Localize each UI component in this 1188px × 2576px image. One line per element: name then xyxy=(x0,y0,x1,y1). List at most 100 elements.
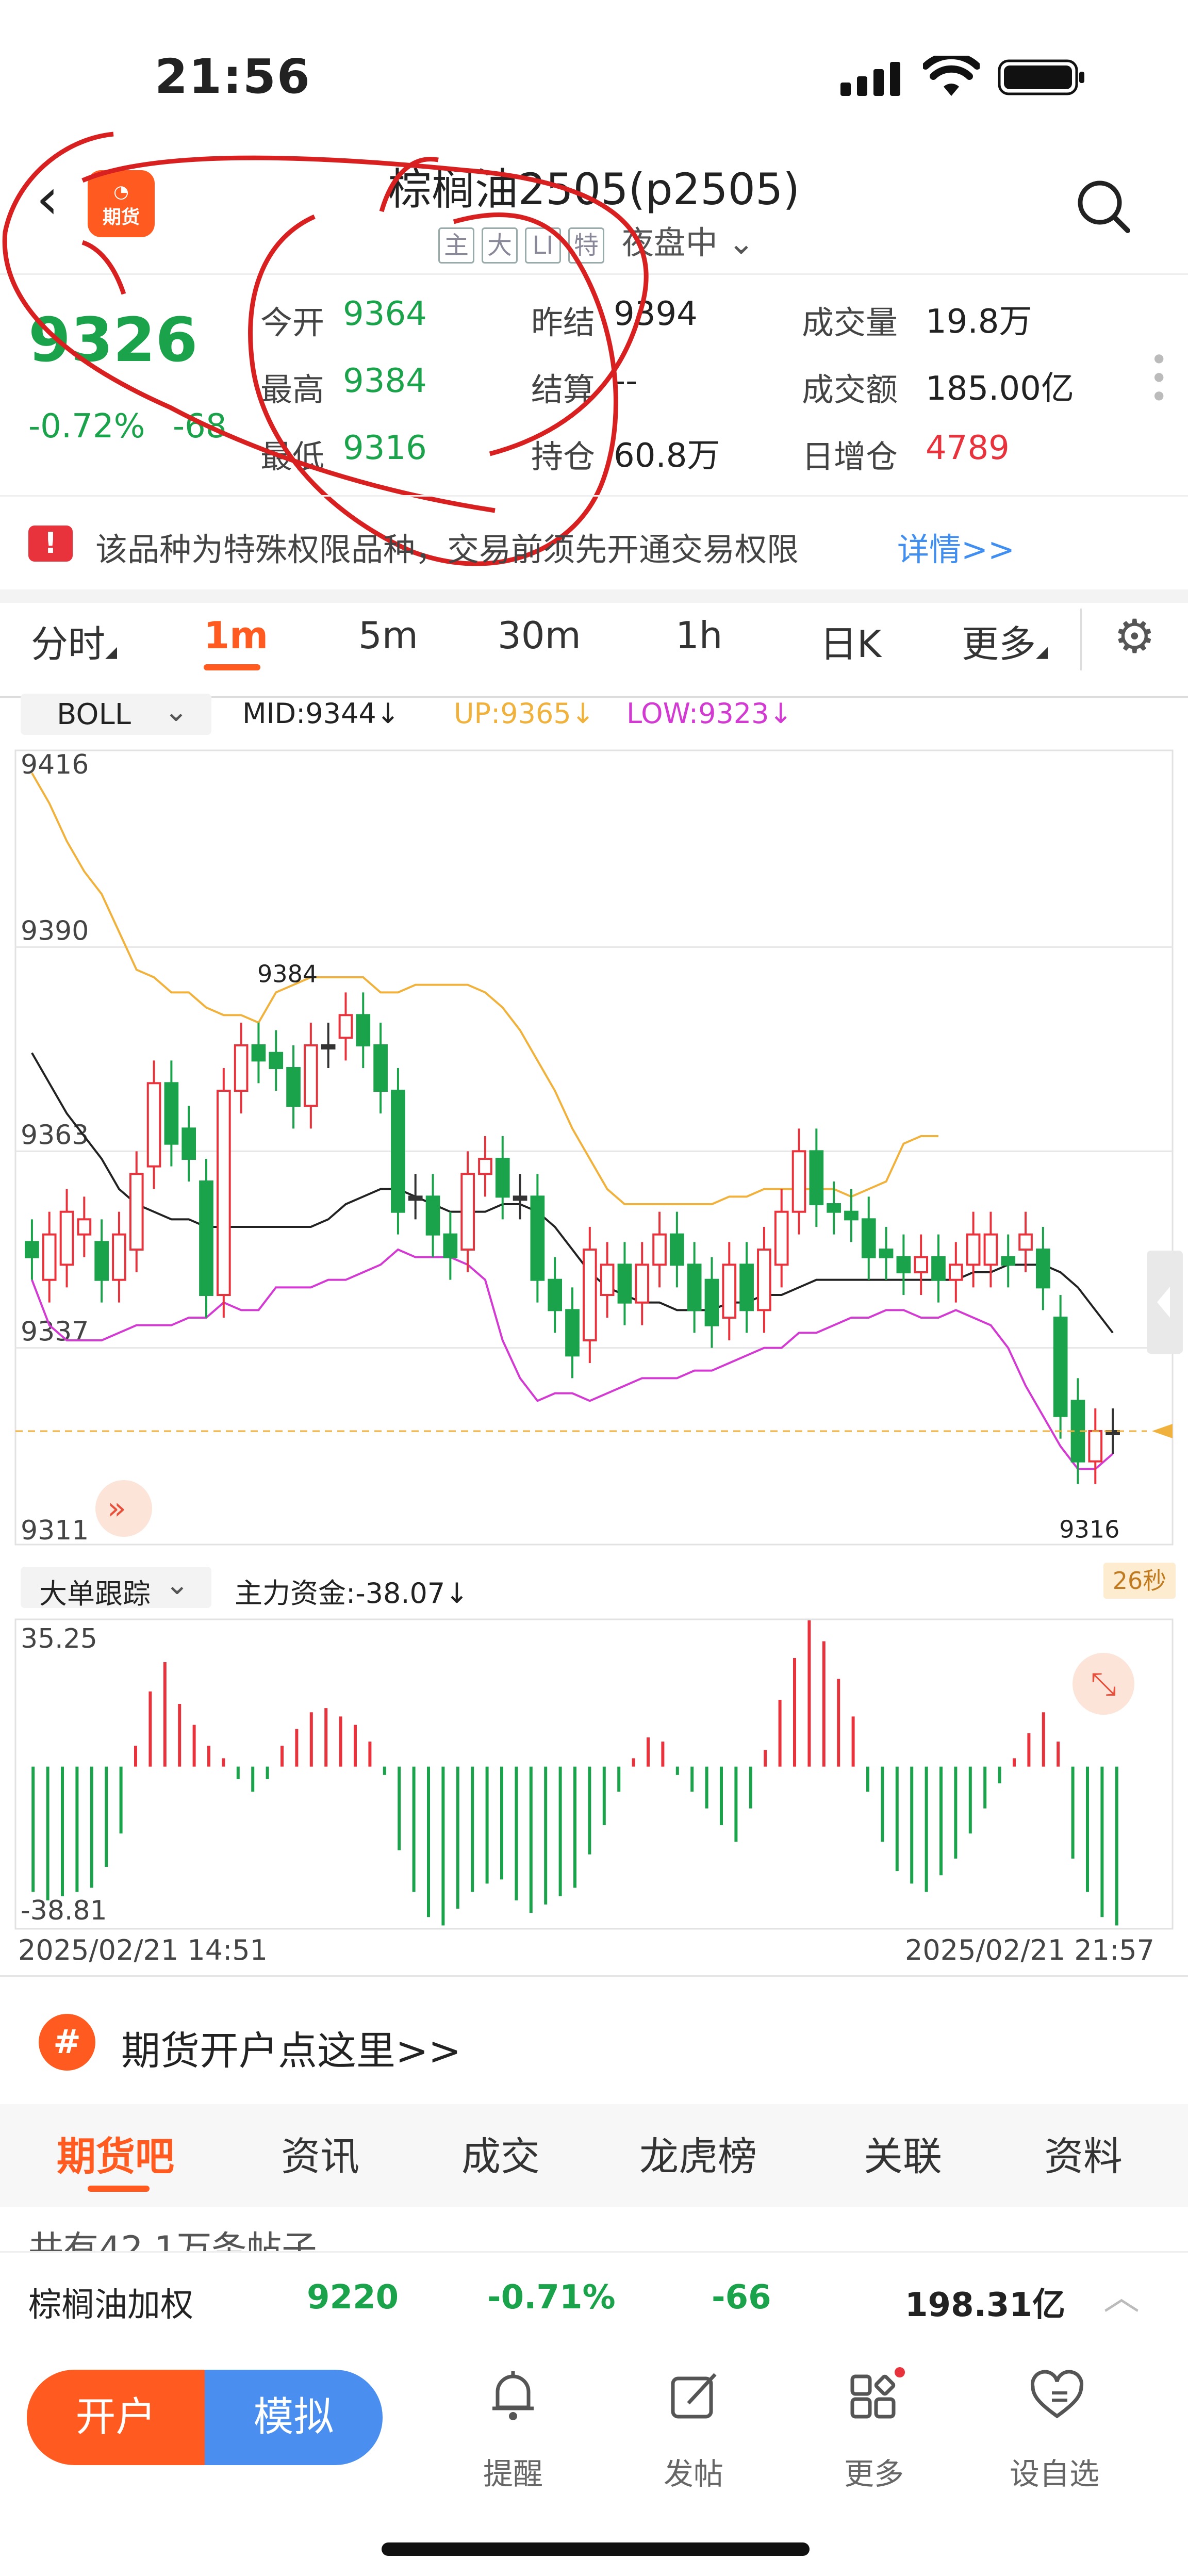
tag-li: LI xyxy=(525,227,561,264)
candle-body xyxy=(216,1090,231,1296)
heart-icon xyxy=(1029,2367,1085,2426)
fast-forward-icon-bg xyxy=(95,1480,152,1537)
candle-body xyxy=(495,1158,510,1198)
candle-body xyxy=(914,1256,929,1274)
tab-timeshare[interactable]: 分时◢ xyxy=(31,622,118,666)
open-account-button[interactable]: 开户 xyxy=(27,2370,205,2465)
candle-body xyxy=(269,1052,284,1070)
page-title: 棕榈油2505(p2505) xyxy=(388,164,800,215)
y-tick-label: 9363 xyxy=(21,1120,89,1151)
candle-body xyxy=(182,1127,196,1160)
candle-body xyxy=(600,1264,615,1296)
candle-body xyxy=(77,1218,92,1236)
change-pct: -0.72% xyxy=(28,407,145,446)
home-indicator xyxy=(382,2542,810,2556)
tag-main: 主 xyxy=(438,227,474,264)
chart-frame xyxy=(14,749,1174,1546)
candle-body xyxy=(1001,1256,1016,1266)
candle-body xyxy=(1036,1249,1050,1289)
candle-body xyxy=(112,1233,126,1281)
content-tab-indicator xyxy=(88,2186,150,2192)
tab-forum[interactable]: 期货吧 xyxy=(57,2134,174,2179)
wifi-icon xyxy=(922,52,981,99)
nav-post[interactable]: 发帖 xyxy=(663,2456,723,2491)
tab-daily-k[interactable]: 日K xyxy=(820,622,882,666)
tab-1m-label: 1m xyxy=(204,614,269,657)
chevron-up-icon[interactable]: ︿ xyxy=(1103,2276,1140,2318)
y-tick-label: 9311 xyxy=(21,1515,89,1546)
oi-change-value: 4789 xyxy=(926,429,1010,467)
tab-more[interactable]: 更多◢ xyxy=(962,622,1048,666)
nav-more[interactable]: 更多 xyxy=(844,2456,904,2491)
more-dots-icon[interactable]: • • • xyxy=(1150,342,1168,415)
badge-label: 期货 xyxy=(102,207,140,228)
demo-button[interactable]: 模拟 xyxy=(205,2370,383,2465)
tab-1m[interactable]: 1m xyxy=(204,614,268,657)
y-tick-label: 9337 xyxy=(21,1317,89,1348)
flow-indicator-select[interactable]: 大单跟踪 ⌄ xyxy=(21,1567,211,1610)
candle-body xyxy=(617,1264,632,1304)
back-button[interactable]: ‹ xyxy=(36,166,59,232)
tab-1h[interactable]: 1h xyxy=(675,614,723,657)
candle-body xyxy=(757,1249,771,1311)
chevron-down-icon: ⌄ xyxy=(165,1568,189,1601)
candle-body xyxy=(164,1082,179,1145)
candle-body xyxy=(251,1044,266,1062)
open-label: 今开 xyxy=(260,304,325,341)
weighted-price: 9220 xyxy=(307,2278,399,2317)
flow-frame xyxy=(14,1618,1174,1930)
contract-tags: 主大 LI 特 夜盘中 ⌄ xyxy=(438,217,754,264)
tab-top-list[interactable]: 龙虎榜 xyxy=(639,2134,757,2179)
search-icon[interactable] xyxy=(1075,178,1132,237)
oi-value: 60.8万 xyxy=(614,437,720,475)
compose-icon xyxy=(668,2367,719,2426)
content-tabs xyxy=(0,2104,1188,2207)
weighted-pct: -0.71% xyxy=(487,2278,616,2317)
candle-body xyxy=(896,1256,911,1274)
side-collapse-arrow xyxy=(1157,1287,1170,1318)
tab-divider xyxy=(1080,609,1082,670)
boll-upper-line xyxy=(31,773,938,1205)
candle-body xyxy=(530,1195,545,1281)
candle-body xyxy=(966,1233,981,1266)
candle-body xyxy=(844,1210,859,1221)
candle-body xyxy=(391,1090,405,1213)
expand-icon[interactable]: ⤡ xyxy=(1072,1653,1134,1715)
candle-body xyxy=(129,1173,144,1251)
grid-icon xyxy=(848,2367,905,2426)
candle-body xyxy=(1106,1430,1120,1435)
bell-icon xyxy=(487,2367,539,2426)
candle-body xyxy=(338,1014,353,1039)
low-price-label: 9316 xyxy=(1059,1516,1119,1544)
tab-news[interactable]: 资讯 xyxy=(281,2134,359,2179)
indicator-select[interactable]: BOLL ⌄ xyxy=(21,694,211,735)
tab-profile[interactable]: 资料 xyxy=(1044,2134,1123,2179)
promo-link[interactable]: 期货开户点这里>> xyxy=(121,2028,461,2074)
gear-icon[interactable]: ⚙ xyxy=(1114,610,1156,664)
tab-30m[interactable]: 30m xyxy=(498,614,581,657)
candle-body xyxy=(304,1044,318,1107)
tab-trades[interactable]: 成交 xyxy=(461,2134,540,2179)
tag-special: 特 xyxy=(568,227,604,264)
notice-detail-link[interactable]: 详情>> xyxy=(897,531,1015,568)
top-nav: ‹ ◔ 期货 xyxy=(0,124,1188,268)
boll-mid: MID:9344↓ xyxy=(242,697,400,730)
tab-5m[interactable]: 5m xyxy=(358,614,418,657)
nav-remind[interactable]: 提醒 xyxy=(483,2456,543,2491)
volume-label: 成交量 xyxy=(802,304,898,341)
candle-body xyxy=(774,1210,789,1266)
candle-body xyxy=(704,1278,719,1326)
candle-body xyxy=(321,1044,336,1049)
candle-body xyxy=(948,1264,963,1281)
weighted-quote-bar[interactable]: 棕榈油加权 9220 -0.71% -66 198.31亿 ︿ xyxy=(0,2251,1188,2350)
candlestick-chart[interactable]: 9416 9390 9363 9337 9311 9384 9316 » xyxy=(0,740,1188,1565)
weighted-name: 棕榈油加权 xyxy=(28,2286,193,2324)
boll-low: LOW:9323↓ xyxy=(626,697,793,730)
candle-body xyxy=(443,1233,458,1258)
last-price-marker xyxy=(1152,1424,1173,1438)
active-tab-indicator xyxy=(204,664,260,670)
candle-body xyxy=(1018,1233,1033,1251)
nav-watchlist[interactable]: 设自选 xyxy=(1009,2456,1099,2491)
prev-settle-value: 9394 xyxy=(614,295,698,333)
tab-related[interactable]: 关联 xyxy=(864,2134,942,2179)
